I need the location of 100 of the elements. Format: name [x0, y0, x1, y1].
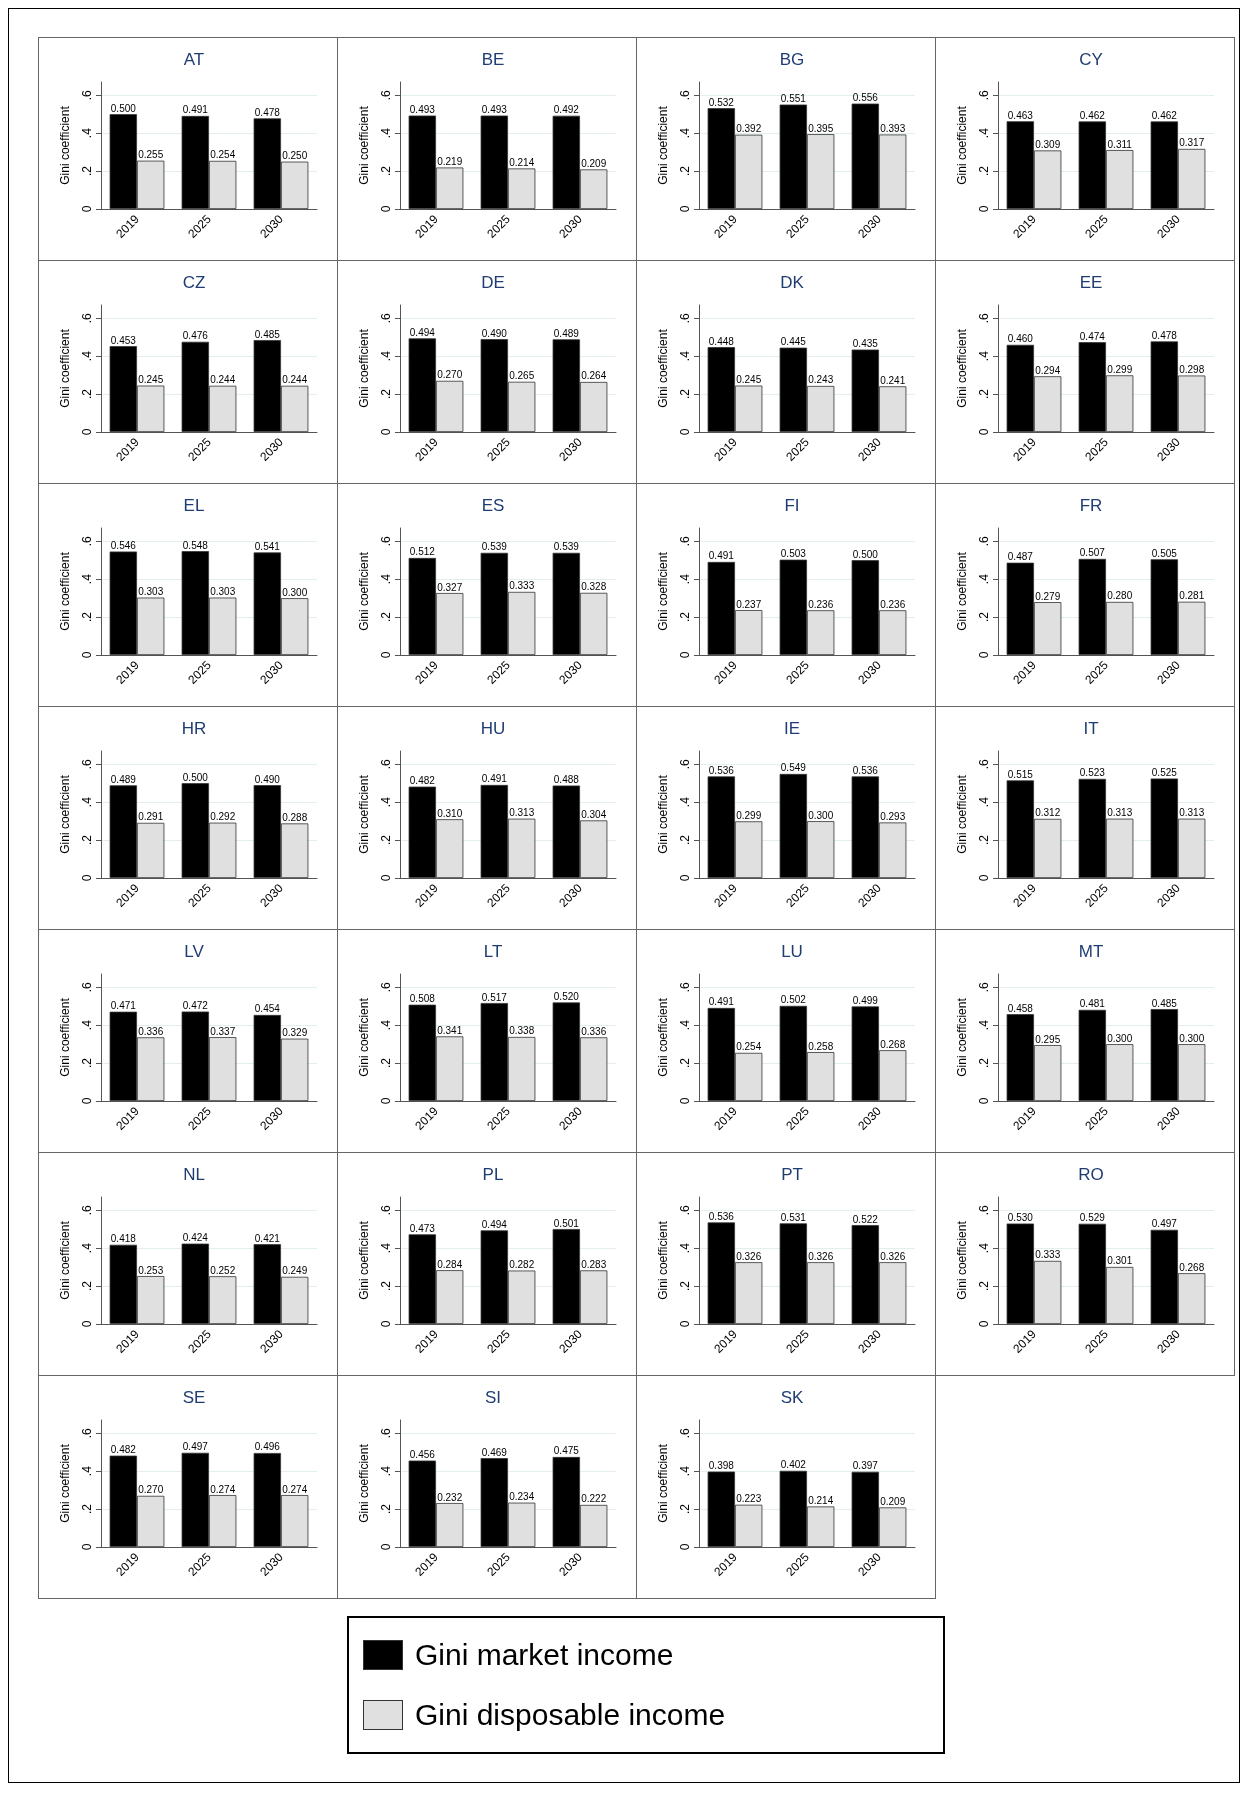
data-label: 0.494 — [409, 326, 436, 338]
data-label: 0.222 — [581, 1493, 607, 1505]
data-label: 0.326 — [880, 1250, 906, 1262]
data-label: 0.482 — [110, 1444, 137, 1456]
chart-title: EL — [183, 496, 205, 515]
y-tick-label: 0 — [379, 1097, 393, 1105]
y-tick-label: .2 — [977, 165, 991, 177]
data-label: 0.244 — [282, 374, 308, 386]
data-label: 0.469 — [481, 1446, 508, 1458]
data-label: 0.283 — [581, 1258, 607, 1270]
data-label: 0.309 — [1035, 138, 1061, 150]
data-label: 0.232 — [437, 1491, 463, 1503]
data-label: 0.473 — [409, 1222, 436, 1234]
chart-title: FR — [1079, 496, 1103, 515]
y-tick-label: .6 — [379, 89, 393, 101]
data-label: 0.252 — [210, 1264, 236, 1276]
y-tick-label: .6 — [977, 1204, 991, 1216]
y-tick-label: .2 — [678, 1057, 692, 1069]
data-label: 0.539 — [481, 541, 508, 553]
y-tick-label: .2 — [977, 834, 991, 846]
data-label: 0.312 — [1035, 807, 1061, 819]
data-label: 0.299 — [736, 809, 762, 821]
data-label: 0.300 — [282, 586, 308, 598]
y-tick-label: .6 — [80, 312, 94, 324]
data-label: 0.485 — [254, 328, 281, 340]
chart-title: DE — [481, 273, 505, 292]
data-label: 0.490 — [254, 773, 281, 785]
data-label: 0.548 — [182, 539, 209, 551]
chart-title: CZ — [182, 273, 206, 292]
data-label: 0.512 — [409, 546, 436, 558]
chart-title: CY — [1079, 50, 1103, 69]
y-tick-label: 0 — [379, 874, 393, 882]
data-label: 0.532 — [708, 96, 735, 108]
y-tick-label: .2 — [379, 165, 393, 177]
data-label: 0.546 — [110, 540, 137, 551]
data-label: 0.300 — [1179, 1032, 1205, 1044]
chart-title: SK — [780, 1388, 804, 1407]
data-label: 0.471 — [110, 1000, 137, 1012]
data-label: 0.529 — [1079, 1212, 1106, 1224]
data-label: 0.448 — [708, 335, 735, 347]
y-tick-label: .6 — [80, 1204, 94, 1216]
y-tick-label: .6 — [977, 535, 991, 547]
data-label: 0.515 — [1007, 768, 1034, 780]
y-tick-label: 0 — [678, 1543, 692, 1551]
data-label: 0.523 — [1079, 767, 1106, 779]
y-axis-title: Gini coefficient — [656, 1220, 670, 1300]
data-label: 0.478 — [1151, 329, 1178, 341]
chart-title: MT — [1078, 942, 1104, 961]
y-tick-label: .4 — [678, 573, 692, 585]
y-tick-label: .4 — [977, 796, 991, 808]
y-tick-label: .2 — [379, 1280, 393, 1292]
data-label: 0.326 — [808, 1250, 834, 1262]
y-tick-label: .4 — [80, 127, 94, 139]
data-label: 0.253 — [138, 1264, 164, 1276]
y-tick-label: .6 — [80, 89, 94, 101]
y-tick-label: .4 — [678, 1242, 692, 1254]
y-tick-label: .2 — [678, 1280, 692, 1292]
y-tick-label: .4 — [977, 350, 991, 362]
chart-title: DK — [780, 273, 805, 292]
y-tick-label: .2 — [80, 165, 94, 177]
y-tick-label: .4 — [678, 1019, 692, 1031]
y-tick-label: .2 — [977, 1280, 991, 1292]
data-label: 0.491 — [708, 996, 735, 1008]
y-tick-label: .2 — [678, 388, 692, 400]
y-axis-title: Gini coefficient — [656, 551, 670, 631]
y-axis-title: Gini coefficient — [656, 774, 670, 854]
y-tick-label: .4 — [80, 350, 94, 362]
y-tick-label: 0 — [678, 1320, 692, 1328]
data-label: 0.341 — [437, 1024, 463, 1036]
data-label: 0.493 — [409, 104, 436, 116]
y-tick-label: 0 — [678, 428, 692, 436]
data-label: 0.503 — [780, 548, 807, 560]
chart-title: IE — [783, 719, 801, 738]
data-label: 0.245 — [138, 374, 164, 386]
data-label: 0.496 — [254, 1441, 281, 1453]
chart-title: BE — [481, 50, 505, 69]
chart-title: ES — [481, 496, 505, 515]
chart-title: EE — [1079, 273, 1103, 292]
y-tick-label: 0 — [678, 651, 692, 659]
y-tick-label: .6 — [977, 312, 991, 324]
data-label: 0.255 — [138, 149, 164, 161]
data-label: 0.270 — [437, 369, 463, 381]
data-label: 0.280 — [1107, 590, 1133, 602]
y-tick-label: .4 — [379, 1242, 393, 1254]
data-label: 0.456 — [409, 1449, 436, 1461]
data-label: 0.298 — [1179, 364, 1205, 376]
data-label: 0.497 — [1151, 1218, 1178, 1230]
y-tick-label: .4 — [80, 796, 94, 808]
y-tick-label: .2 — [977, 1057, 991, 1069]
y-tick-label: .6 — [379, 1427, 393, 1439]
data-label: 0.536 — [708, 1210, 735, 1222]
y-tick-label: 0 — [379, 1543, 393, 1551]
data-label: 0.453 — [110, 334, 137, 346]
data-label: 0.333 — [509, 580, 535, 592]
y-tick-label: 0 — [379, 1320, 393, 1328]
data-label: 0.494 — [481, 1218, 508, 1230]
data-label: 0.460 — [1007, 333, 1034, 345]
y-tick-label: 0 — [977, 205, 991, 213]
y-tick-label: .2 — [379, 834, 393, 846]
y-tick-label: 0 — [379, 651, 393, 659]
